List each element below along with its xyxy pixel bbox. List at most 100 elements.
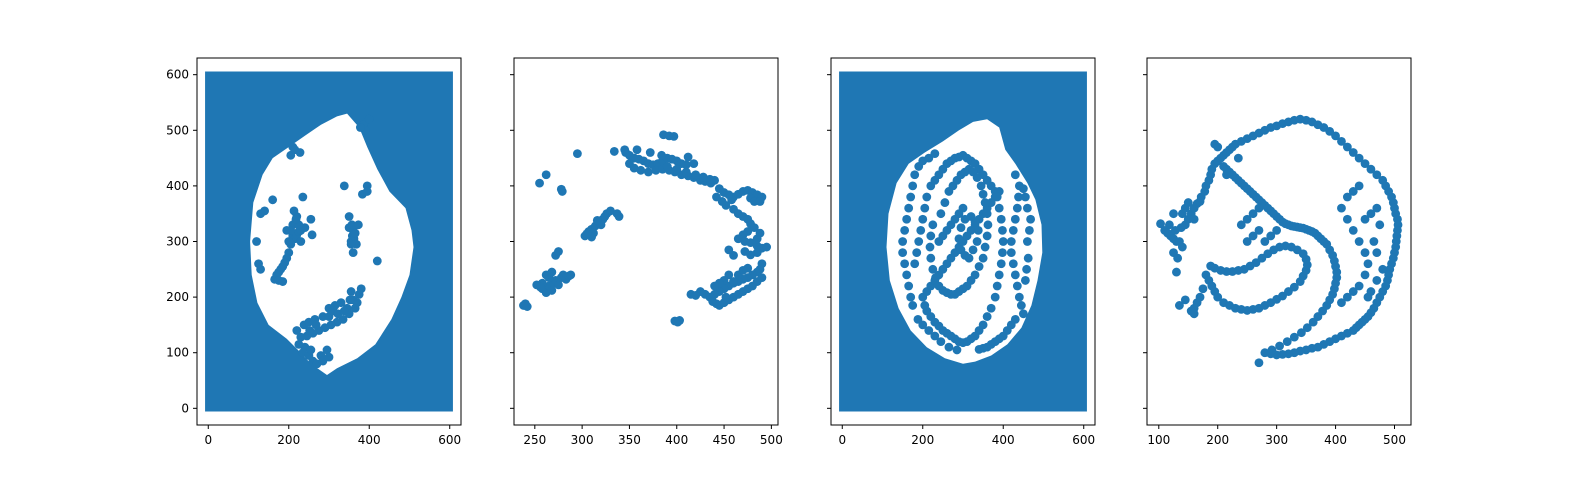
- panel-3-point-176: [918, 320, 928, 330]
- panel-4-xtick-label-1: 200: [1206, 433, 1229, 447]
- panel-4-point-48: [1337, 137, 1346, 146]
- panel-3-point-52: [992, 281, 1002, 291]
- panel-2-point-27: [536, 282, 545, 292]
- panel-2-point-116: [746, 238, 755, 248]
- panel-2-point-114: [733, 234, 743, 244]
- panel-2-point-146: [757, 273, 767, 283]
- panel-3-point-96: [1016, 301, 1026, 310]
- panel-4-point-235: [1372, 276, 1382, 285]
- panel-3-point-86: [1010, 214, 1020, 224]
- panel-3-point-77: [908, 181, 918, 191]
- panel-2-point-38: [592, 215, 602, 225]
- panel-4-point-244: [1189, 309, 1199, 319]
- panel-3-point-125: [940, 198, 950, 207]
- panel-1-point-35: [347, 220, 357, 230]
- panel-4-point-216: [1337, 203, 1346, 213]
- panel-1-point-69: [296, 332, 306, 342]
- panel-3-point-92: [1008, 259, 1018, 269]
- panel-1-ytick-label-5: 500: [166, 123, 189, 137]
- panel-3-point-160: [968, 245, 978, 255]
- panel-3-point-24: [918, 214, 928, 224]
- panel-3-point-50: [996, 259, 1006, 269]
- panel-1-point-87: [346, 287, 356, 296]
- panel-4-point-204: [1242, 214, 1252, 224]
- panel-4-point-247: [1183, 198, 1193, 207]
- panel-2-point-60: [629, 163, 639, 173]
- panel-4-xtick-label-4: 500: [1383, 433, 1406, 447]
- panel-3-point-26: [922, 192, 932, 202]
- panel-4-xtick-label-2: 300: [1265, 433, 1288, 447]
- panel-2-xtick-label-2: 350: [618, 433, 641, 447]
- panel-4-point-0: [1156, 219, 1165, 229]
- panel-4-point-50: [1348, 148, 1358, 157]
- panel-3-point-91: [1006, 248, 1016, 258]
- panel-3-point-97: [1018, 309, 1028, 319]
- panel-1-plot-area: [205, 71, 453, 412]
- panel-2-point-39: [600, 212, 610, 221]
- panel-3-point-87: [1012, 203, 1022, 213]
- panel-3-point-20: [910, 259, 920, 269]
- panel-4-point-53: [1366, 164, 1376, 174]
- panel-1-xtick-label-0: 0: [204, 433, 212, 447]
- panel-4-point-210: [1242, 237, 1252, 246]
- panel-2-point-76: [691, 170, 701, 180]
- panel-3-xtick-label-0: 0: [838, 433, 846, 447]
- panel-4-point-241: [1172, 267, 1181, 277]
- panel-1-dense-points: [205, 71, 453, 412]
- panel-4-point-220: [1360, 248, 1370, 258]
- panel-3-point-45: [994, 203, 1004, 213]
- panel-4-point-221: [1363, 259, 1373, 269]
- panel-4-point-47: [1331, 131, 1340, 141]
- panel-1-point-101: [364, 114, 374, 124]
- panel-2-point-85: [645, 148, 655, 157]
- panel-1-point-47: [306, 214, 316, 224]
- panel-1-xtick-label-3: 600: [438, 433, 461, 447]
- panel-4-point-101: [1254, 358, 1264, 368]
- panel-2-xtick-label-4: 450: [713, 433, 736, 447]
- panel-4-point-162: [1213, 292, 1223, 302]
- panel-3-xtick-label-2: 400: [992, 433, 1015, 447]
- panel-4-point-227: [1360, 214, 1370, 224]
- panel-3-point-137: [982, 209, 992, 219]
- panel-4-point-207: [1260, 237, 1270, 246]
- panel-1-ytick-label-3: 300: [166, 235, 189, 249]
- panel-3-point-165: [960, 214, 970, 224]
- panel-3-point-108: [1022, 237, 1032, 246]
- panel-1-point-92: [350, 303, 360, 313]
- panel-4-point-228: [1366, 209, 1376, 219]
- panel-4-point-206: [1254, 203, 1264, 213]
- panel-4-point-239: [1222, 170, 1231, 180]
- panel-2-point-88: [689, 159, 699, 169]
- panel-1-point-26: [307, 230, 317, 240]
- panel-1-point-23: [291, 214, 301, 224]
- panel-2-point-82: [669, 132, 679, 141]
- panel-4-point-226: [1337, 298, 1346, 308]
- panel-3-point-72: [898, 237, 908, 246]
- panel-4-xtick-label-3: 400: [1324, 433, 1347, 447]
- panel-3-point-162: [973, 225, 983, 235]
- panel-2-point-167: [721, 292, 731, 302]
- panel-3-point-140: [980, 242, 990, 252]
- panel-4-point-54: [1372, 170, 1382, 180]
- panel-2-point-78: [672, 164, 682, 174]
- panel-1-ytick-label-2: 200: [166, 290, 189, 304]
- panel-3-point-23: [916, 225, 926, 235]
- panel-3-point-157: [926, 231, 936, 241]
- panel-1-ytick-label-6: 600: [166, 68, 189, 82]
- panel-3-point-78: [898, 248, 908, 258]
- panel-1-xtick-label-1: 200: [277, 433, 300, 447]
- panel-3-point-83: [908, 301, 918, 310]
- panel-2: 250 300 350 400 450 500: [510, 57, 783, 447]
- panel-4-point-208: [1266, 231, 1276, 241]
- panel-3-point-46: [996, 214, 1006, 224]
- panel-1: 0 200 400 600 0 100 200 300 400 500 600: [166, 57, 462, 447]
- panel-3-point-74: [902, 214, 912, 224]
- panel-4-point-102: [1267, 345, 1277, 355]
- panel-3-point-154: [928, 264, 938, 274]
- panel-2-point-41: [614, 212, 624, 221]
- panel-1-point-97: [362, 187, 372, 196]
- panel-1-point-31: [350, 228, 360, 238]
- panel-2-point-74: [705, 174, 715, 184]
- panel-3-point-141: [978, 253, 988, 263]
- panel-3-point-158: [928, 220, 938, 230]
